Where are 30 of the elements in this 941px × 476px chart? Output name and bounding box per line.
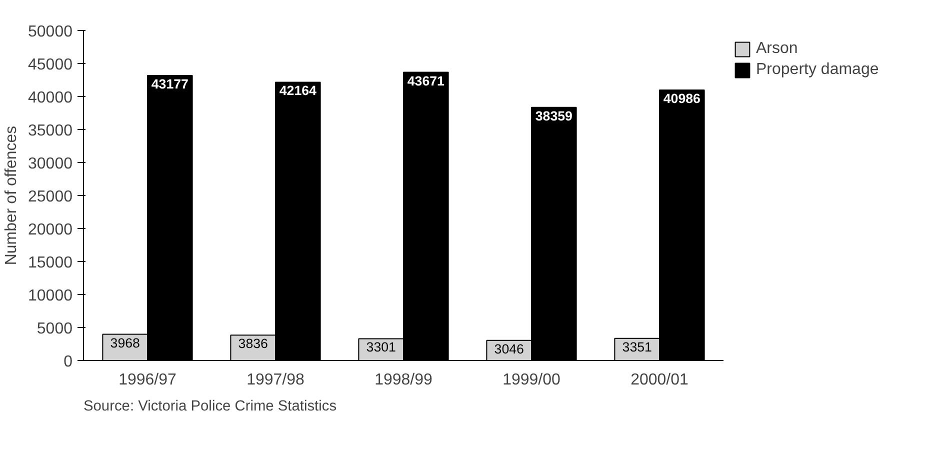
data-label: 40986 <box>663 90 700 106</box>
y-tick-label: 15000 <box>28 254 73 272</box>
data-label: 3836 <box>238 336 268 352</box>
x-tick-label: 2000/01 <box>630 372 689 388</box>
y-tick-label: 5000 <box>36 320 73 338</box>
y-tick-label: 45000 <box>28 56 73 74</box>
data-label: 3968 <box>110 335 140 350</box>
y-tick-label: 30000 <box>28 156 73 172</box>
legend-label: Arson <box>756 40 799 58</box>
y-tick-label: 0 <box>64 354 73 370</box>
y-tick-label: 50000 <box>28 24 73 40</box>
x-tick-label: 1997/98 <box>246 372 305 388</box>
data-label: 38359 <box>535 108 572 124</box>
data-label: 43177 <box>151 76 188 92</box>
data-label: 3301 <box>366 340 396 355</box>
x-tick-label: 1999/00 <box>502 372 561 388</box>
y-tick-label: 20000 <box>28 222 73 238</box>
y-tick-label: 40000 <box>28 90 73 106</box>
y-axis-title: Number of offences <box>3 126 20 266</box>
source-note: Source: Victoria Police Crime Statistics <box>84 398 337 414</box>
data-label: 3046 <box>494 341 524 356</box>
y-tick-label: 35000 <box>28 122 73 140</box>
data-label: 3351 <box>622 339 652 354</box>
x-tick-label: 1998/99 <box>374 372 433 388</box>
legend-label: Property damage <box>756 61 879 79</box>
data-label: 42164 <box>279 83 318 98</box>
x-tick-label: 1996/97 <box>118 372 177 388</box>
data-label: 43671 <box>407 73 446 88</box>
y-tick-label: 10000 <box>28 288 73 304</box>
y-tick-label: 25000 <box>28 188 73 206</box>
